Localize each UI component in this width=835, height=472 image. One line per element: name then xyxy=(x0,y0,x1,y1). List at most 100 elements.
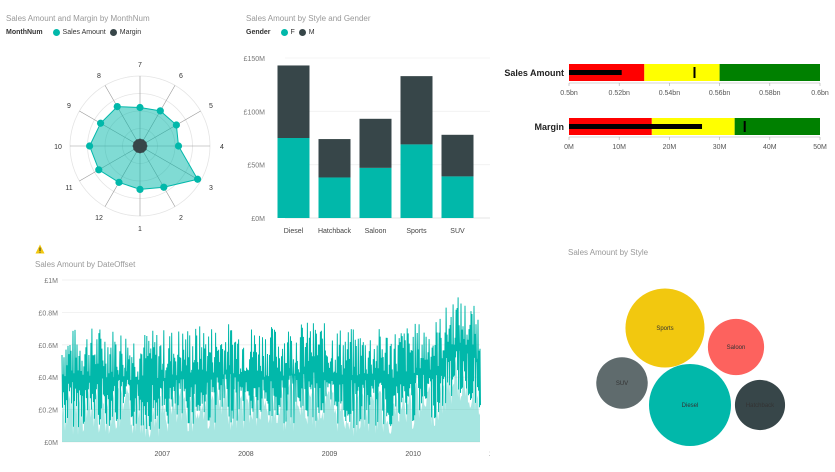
bullet-tick-label: 50M xyxy=(813,144,827,151)
bar-xtick-label: Sports xyxy=(406,228,427,235)
radar-tick-label: 10 xyxy=(54,144,62,151)
bullet-band xyxy=(644,64,720,81)
bullet-tick-label: 0.58bn xyxy=(759,90,781,97)
bar-ytick-label: £150M xyxy=(244,56,266,63)
radar-tick-label: 12 xyxy=(95,215,103,222)
line-ytick-label: £0.2M xyxy=(39,408,59,415)
bubble-hatchback xyxy=(734,379,786,431)
legend-dot-m xyxy=(298,29,306,36)
bullet-tick-label: 30M xyxy=(713,144,727,151)
radar-sales-point xyxy=(174,142,183,150)
radar-sales-point xyxy=(160,183,168,191)
bar-ytick-label: £0M xyxy=(251,216,265,223)
bubble-label: Diesel xyxy=(682,403,699,409)
line-xtick-label: 2009 xyxy=(322,451,338,458)
legend-label-m[interactable]: M xyxy=(308,29,315,36)
bullet-tick-label: 40M xyxy=(763,144,777,151)
legend-label-f[interactable]: F xyxy=(290,29,295,36)
bar-ytick-label: £100M xyxy=(244,109,266,116)
bar-xtick-label: Hatchback xyxy=(318,228,352,235)
bullet-value-bar xyxy=(569,70,622,75)
bullet-band xyxy=(734,118,820,135)
bubble-title: Sales Amount by Style xyxy=(568,248,649,257)
stacked-title: Sales Amount by Style and Gender xyxy=(246,14,371,23)
bullet-charts[interactable]: Sales Amount 0.5bn 0.52bn 0.54bn 0.56bn 0.58b… xyxy=(500,55,835,165)
stacked-legend-title: Gender xyxy=(246,29,271,36)
bar-segment-m xyxy=(441,134,474,177)
bar-segment-m xyxy=(359,118,392,168)
bar-segment-m xyxy=(277,65,310,138)
bar-ytick-label: £50M xyxy=(247,163,265,170)
radar-tick-label: 2 xyxy=(179,215,183,222)
line-chart[interactable]: £0M £0.2M £0.4M £0.6M £0.8M £1M 2007 2008 2009 20… xyxy=(20,270,490,470)
radar-tick-label: 5 xyxy=(209,103,213,110)
bar-segment-f xyxy=(359,167,392,218)
bubble-chart[interactable]: Sports Saloon SUV Diesel Hatchback xyxy=(560,265,835,470)
line-xtick-label: 2011 xyxy=(489,451,490,458)
radar-sales-point xyxy=(156,107,164,115)
bullet-tick-label: 20M xyxy=(663,144,677,151)
bullet-value-bar xyxy=(569,124,703,129)
warning-triangle-icon[interactable] xyxy=(35,244,45,254)
bubble-suv xyxy=(596,357,648,409)
bar-segment-m xyxy=(318,139,351,178)
radar-legend: MonthNum Sales Amount Margin xyxy=(6,29,141,36)
line-xtick-label: 2007 xyxy=(155,451,171,458)
line-ytick-label: £0M xyxy=(44,440,58,447)
line-xtick-label: 2008 xyxy=(238,451,254,458)
bubble-label: Saloon xyxy=(727,345,746,351)
legend-dot-f xyxy=(280,29,288,36)
radar-sales-point xyxy=(113,102,121,111)
radar-sales-point xyxy=(172,121,180,129)
bullet-target-marker xyxy=(693,67,696,78)
radar-sales-point xyxy=(115,178,123,186)
line-xtick-label: 2010 xyxy=(405,451,421,458)
bullet-tick-label: 10M xyxy=(612,144,626,151)
bullet-tick-label: 0M xyxy=(564,144,574,151)
bar-xtick-label: Saloon xyxy=(365,228,387,235)
bar-segment-f xyxy=(277,138,310,218)
radar-legend-title: MonthNum xyxy=(6,29,43,36)
radar-sales-point xyxy=(96,119,105,127)
bar-segment-f xyxy=(400,144,433,218)
legend-label-sales[interactable]: Sales Amount xyxy=(62,29,106,36)
legend-label-margin[interactable]: Margin xyxy=(119,29,142,36)
line-ytick-label: £0.6M xyxy=(39,343,59,350)
bullet-tick-label: 0.52bn xyxy=(608,90,630,97)
line-title: Sales Amount by DateOffset xyxy=(35,260,136,269)
bubble-label: Sports xyxy=(656,326,673,332)
radar-sales-point xyxy=(136,185,144,193)
line-area-fill xyxy=(62,358,480,442)
bullet-tick-label: 0.6bn xyxy=(811,90,829,97)
stacked-legend: Gender F M xyxy=(246,29,315,36)
radar-margin-point xyxy=(135,147,141,153)
bullet-tick-label: 0.56bn xyxy=(709,90,731,97)
stacked-bar-chart[interactable]: £0M £50M £100M £150M Diesel Hatchback Saloon Sp… xyxy=(240,50,500,240)
bullet-band xyxy=(719,64,820,81)
radar-tick-label: 7 xyxy=(138,62,142,69)
bubble-label: Hatchback xyxy=(746,403,775,409)
radar-title: Sales Amount and Margin by MonthNum xyxy=(6,14,150,23)
line-ytick-label: £0.8M xyxy=(39,310,59,317)
bullet-tick-label: 0.54bn xyxy=(659,90,681,97)
line-series xyxy=(61,297,481,430)
bar-segment-f xyxy=(318,177,351,218)
line-ytick-label: £0.4M xyxy=(39,375,59,382)
radar-tick-label: 9 xyxy=(67,103,71,110)
radar-tick-label: 3 xyxy=(209,185,213,192)
legend-dot-margin xyxy=(109,29,117,36)
bar-segment-f xyxy=(441,176,474,218)
line-ytick-label: £1M xyxy=(44,278,58,285)
bar-xtick-label: SUV xyxy=(450,228,465,235)
bar-xtick-label: Diesel xyxy=(284,228,304,235)
radar-tick-label: 1 xyxy=(138,226,142,233)
bullet-label: Sales Amount xyxy=(504,68,564,78)
bubble-saloon xyxy=(707,318,765,376)
radar-tick-label: 4 xyxy=(220,144,224,151)
radar-tick-label: 6 xyxy=(179,73,183,80)
radar-tick-label: 11 xyxy=(65,185,72,192)
bubble-label: SUV xyxy=(616,381,628,387)
bubble-diesel xyxy=(649,364,731,446)
bar-segment-m xyxy=(400,76,433,145)
